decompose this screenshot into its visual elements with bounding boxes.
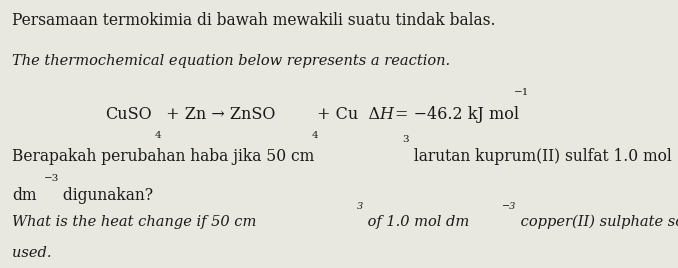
Text: −1: −1 xyxy=(514,88,530,97)
Text: H: H xyxy=(380,106,394,123)
Text: −3: −3 xyxy=(43,174,59,183)
Text: + Cu  Δ: + Cu Δ xyxy=(317,106,380,123)
Text: + Zn → ZnSO: + Zn → ZnSO xyxy=(161,106,275,123)
Text: CuSO: CuSO xyxy=(105,106,152,123)
Text: 4: 4 xyxy=(311,131,318,140)
Text: dm: dm xyxy=(12,187,37,204)
Text: copper(II) sulphate solution is: copper(II) sulphate solution is xyxy=(516,215,678,229)
Text: Persamaan termokimia di bawah mewakili suatu tindak balas.: Persamaan termokimia di bawah mewakili s… xyxy=(12,12,496,29)
Text: What is the heat change if 50 cm: What is the heat change if 50 cm xyxy=(12,215,256,229)
Text: −3: −3 xyxy=(502,202,517,211)
Text: used.: used. xyxy=(12,246,52,260)
Text: digunakan?: digunakan? xyxy=(58,187,153,204)
Text: larutan kuprum(II) sulfat 1.0 mol: larutan kuprum(II) sulfat 1.0 mol xyxy=(409,148,672,165)
Text: The thermochemical equation below represents a reaction.: The thermochemical equation below repres… xyxy=(12,54,450,68)
Text: 4: 4 xyxy=(155,131,161,140)
Text: 3: 3 xyxy=(357,202,363,211)
Text: of 1.0 mol dm: of 1.0 mol dm xyxy=(363,215,470,229)
Text: 3: 3 xyxy=(402,135,409,144)
Text: Berapakah perubahan haba jika 50 cm: Berapakah perubahan haba jika 50 cm xyxy=(12,148,315,165)
Text: = −46.2 kJ mol: = −46.2 kJ mol xyxy=(395,106,519,123)
